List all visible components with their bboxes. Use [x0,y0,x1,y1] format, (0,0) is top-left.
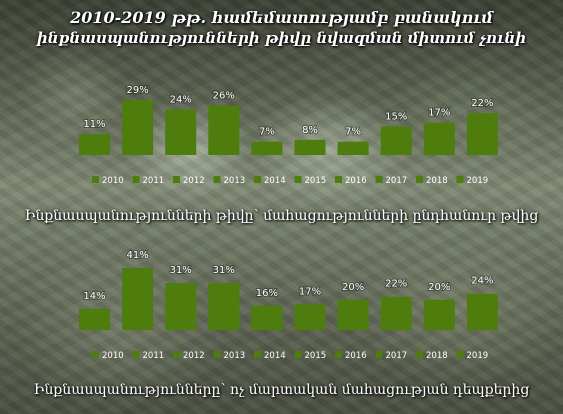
chart-2-legend-swatch-2011 [132,351,140,358]
chart-1-value-label-2015: 8% [302,125,318,136]
chart-1-legend-swatch-2016 [335,176,342,183]
chart-1-value-label-2019: 22% [471,98,493,109]
chart-1-legend-swatch-2019 [456,176,464,183]
chart-1-legend-label-2013: 2013 [224,176,246,186]
chart-2-legend-swatch-2012 [173,351,180,358]
chart-2-value-label-2011: 41% [126,250,148,261]
chart-2-legend-swatch-2010 [92,351,99,358]
chart-2-legend-label-2013: 2013 [224,351,246,361]
page-title-line-1: 2010-2019 թթ. համեմատությամբ բանակում [70,8,493,27]
chart-2-bar-2013 [208,283,240,330]
chart-2-legend-label-2015: 2015 [305,351,327,361]
chart-1-legend-swatch-2015 [294,176,302,183]
chart-1-legend-swatch-2010 [92,176,99,183]
chart-1-value-label-2014: 7% [259,127,275,138]
chart-2-value-label-2013: 31% [213,265,235,276]
chart-1-bar-2013 [208,105,240,155]
chart-1-value-label-2016: 7% [345,127,361,138]
chart-1-legend-label-2010: 2010 [102,176,124,186]
chart-2-value-label-2018: 20% [428,282,450,293]
chart-2-bar-2019 [466,293,498,330]
chart-1-legend-swatch-2014 [254,176,261,183]
chart-1-bar-2011 [122,99,154,155]
chart-2-legend-swatch-2013 [213,351,221,358]
chart-1-bar-2015 [294,139,326,155]
chart-1-legend-label-2016: 2016 [345,176,367,186]
chart-2-bar-2011 [122,268,154,330]
chart-2-legend-label-2019: 2019 [467,351,489,361]
chart-2-legend-swatch-2019 [456,351,464,358]
chart-2-legend-label-2011: 2011 [143,351,165,361]
chart-2-bar-2017 [380,296,412,330]
chart-1-legend-label-2012: 2012 [183,176,205,186]
chart-1-legend-swatch-2013 [213,176,221,183]
chart-2-value-label-2016: 20% [342,282,364,293]
chart-2-legend-label-2014: 2014 [264,351,286,361]
chart-2-legend-label-2010: 2010 [102,351,124,361]
chart-1-bar-2010 [79,134,110,155]
chart-2-value-label-2017: 22% [385,279,407,290]
chart-1-bar-2017 [380,126,412,155]
chart-1-legend-label-2017: 2017 [386,176,408,186]
chart-2-bar-2018 [423,299,455,330]
chart-1-value-label-2018: 17% [428,108,450,119]
chart-1-value-label-2011: 29% [126,85,148,96]
chart-1-legend-swatch-2011 [132,176,140,183]
chart-2-legend-swatch-2017 [375,351,383,358]
chart-2-bar-2015 [294,304,326,330]
chart-1-legend-label-2014: 2014 [264,176,286,186]
chart-2-value-label-2015: 17% [299,286,321,297]
chart-2-legend-swatch-2016 [335,351,342,358]
chart-2-value-label-2014: 16% [256,288,278,299]
chart-1-bar-2018 [423,122,455,155]
chart-2-legend-swatch-2014 [254,351,261,358]
chart-1-value-label-2010: 11% [83,119,105,130]
chart-1-legend-label-2018: 2018 [426,176,448,186]
chart-2-caption: Ինքնասպանությունները՝ ոչ մարտական մահացո… [33,382,530,398]
chart-2-legend-label-2017: 2017 [386,351,408,361]
chart-2-legend-swatch-2015 [294,351,302,358]
chart-2-bar-2014 [251,305,283,330]
chart-1-legend-swatch-2018 [416,176,423,183]
chart-2-value-label-2012: 31% [170,265,192,276]
chart-1-caption: Ինքնասպանությունների թիվը՝ մահացությունն… [24,208,539,224]
chart-1-value-label-2013: 26% [213,91,235,102]
chart-2-bar-2016 [337,299,369,330]
chart-2-bar-2010 [79,308,110,330]
chart-2-bar-2012 [165,283,197,330]
chart-1-legend-swatch-2012 [173,176,180,183]
page-title-line-2: ինքնասպանությունների թիվը նվազման միտում… [36,29,527,47]
chart-2-value-label-2010: 14% [83,291,105,302]
chart-1-legend-label-2011: 2011 [143,176,165,186]
chart-1-legend-label-2015: 2015 [305,176,327,186]
chart-1-bar-2014 [251,141,283,155]
chart-2-legend-label-2012: 2012 [183,351,205,361]
chart-1-value-label-2012: 24% [170,94,192,105]
chart-2-legend-swatch-2018 [416,351,423,358]
chart-1-legend-label-2019: 2019 [467,176,489,186]
chart-1-legend-swatch-2017 [375,176,383,183]
chart-1-value-label-2017: 15% [385,112,407,123]
chart-1-bar-2019 [466,113,498,155]
chart-1-bar-2016 [337,141,369,155]
chart-1-bar-2012 [165,109,197,155]
chart-2-legend-label-2018: 2018 [426,351,448,361]
chart-2-value-label-2019: 24% [471,276,493,287]
chart-2-legend-label-2016: 2016 [345,351,367,361]
